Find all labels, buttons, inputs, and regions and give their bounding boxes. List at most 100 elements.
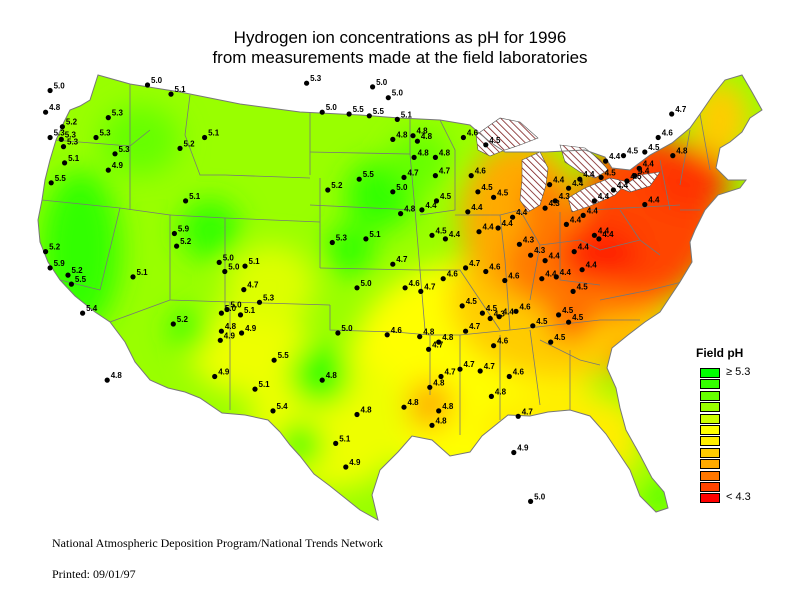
- site-dot: [144, 82, 151, 88]
- legend-item: [700, 447, 780, 459]
- site-dot: [93, 134, 99, 141]
- site-dot: [442, 236, 448, 242]
- site-marker: 4.8: [411, 148, 430, 160]
- site-marker: 4.5: [433, 192, 452, 204]
- site-marker: 4.4: [465, 203, 483, 215]
- site-ph-label: 5.0: [396, 183, 408, 192]
- site-dot: [104, 377, 110, 383]
- site-dot: [105, 167, 111, 173]
- legend-swatch: [700, 493, 720, 504]
- site-ph-label: 4.5: [481, 183, 493, 192]
- site-ph-label: 5.0: [341, 324, 353, 333]
- site-ph-label: 4.8: [495, 387, 507, 396]
- site-dot: [491, 343, 497, 349]
- site-dot: [366, 113, 372, 119]
- site-ph-label: 5.2: [72, 266, 84, 275]
- legend-item: ≥ 5.3: [700, 366, 780, 379]
- site-marker: 5.0: [218, 304, 237, 316]
- site-ph-label: 5.1: [175, 85, 187, 94]
- site-dot: [80, 310, 86, 316]
- site-dot: [566, 319, 572, 325]
- site-dot: [43, 109, 49, 115]
- site-ph-label: 4.7: [408, 168, 420, 177]
- site-ph-label: 5.2: [177, 315, 189, 324]
- site-marker: 5.2: [174, 237, 192, 249]
- site-dot: [436, 408, 442, 414]
- site-ph-label: 5.0: [228, 263, 240, 272]
- site-marker: 4.8: [432, 148, 451, 160]
- site-ph-label: 4.6: [489, 263, 501, 272]
- site-dot: [325, 187, 331, 193]
- site-dot: [217, 337, 223, 343]
- site-marker: 4.7: [426, 340, 444, 352]
- site-marker: 4.7: [418, 282, 436, 294]
- site-ph-label: 5.3: [65, 130, 77, 139]
- legend-swatch: [700, 459, 720, 470]
- site-marker: 5.3: [256, 293, 275, 305]
- site-dot: [528, 252, 534, 258]
- site-dot: [603, 158, 609, 164]
- site-dot: [271, 357, 277, 363]
- site-dot: [459, 303, 465, 309]
- site-ph-label: 5.2: [331, 181, 343, 190]
- legend-swatch: [700, 402, 720, 413]
- site-dot: [491, 194, 497, 200]
- site-ph-label: 4.4: [598, 226, 610, 235]
- site-ph-label: 4.5: [486, 304, 498, 313]
- site-dot: [460, 134, 466, 141]
- site-marker: 4.5: [598, 168, 616, 180]
- site-dot: [335, 330, 341, 336]
- site-dot: [237, 312, 244, 318]
- site-ph-label: 4.7: [469, 322, 481, 331]
- site-marker: 4.3: [542, 199, 560, 211]
- site-ph-label: 4.9: [349, 458, 361, 467]
- site-marker: 4.5: [556, 306, 574, 318]
- site-ph-label: 4.6: [497, 337, 509, 346]
- site-ph-label: 5.2: [49, 243, 61, 252]
- site-ph-label: 4.5: [497, 188, 509, 197]
- site-dot: [542, 205, 548, 211]
- site-dot: [530, 323, 536, 329]
- site-dot: [354, 285, 360, 291]
- site-ph-label: 4.8: [418, 148, 430, 157]
- site-ph-label: 5.3: [310, 74, 322, 83]
- site-dot: [547, 182, 553, 188]
- site-marker: 5.2: [65, 266, 83, 278]
- site-ph-label: 5.3: [112, 109, 124, 118]
- site-ph-label: 4.9: [224, 331, 236, 340]
- site-marker: 5.4: [80, 304, 98, 316]
- site-dot: [333, 440, 339, 446]
- site-marker: 5.1: [394, 110, 412, 122]
- site-marker: 4.9: [105, 161, 124, 173]
- site-ph-label: 4.4: [425, 201, 437, 210]
- site-ph-label: 4.7: [469, 259, 481, 268]
- site-ph-label: 4.5: [577, 282, 589, 291]
- site-ph-label: 4.9: [112, 161, 124, 170]
- site-marker: 4.7: [401, 168, 419, 180]
- site-marker: 4.4: [495, 219, 513, 231]
- site-dot: [429, 232, 435, 238]
- site-marker: 5.0: [335, 324, 353, 336]
- site-marker: 4.6: [655, 129, 673, 141]
- site-dot: [528, 498, 534, 504]
- site-marker: 4.8: [414, 132, 433, 144]
- site-dot: [427, 384, 433, 390]
- site-ph-label: 5.5: [353, 105, 365, 114]
- site-dot: [636, 165, 642, 171]
- site-dot: [239, 330, 245, 336]
- site-dot: [319, 377, 325, 383]
- site-marker: 4.4: [636, 159, 654, 171]
- site-ph-label: 5.0: [223, 253, 235, 262]
- site-dot: [506, 373, 512, 380]
- site-marker: 4.3: [487, 310, 505, 322]
- site-marker: 5.5: [366, 107, 385, 119]
- site-marker: 4.6: [506, 368, 524, 380]
- site-marker: 4.8: [319, 371, 337, 383]
- printed-date: Printed: 09/01/97: [52, 567, 136, 581]
- site-dot: [59, 124, 65, 130]
- site-ph-label: 4.6: [520, 302, 532, 311]
- site-dot: [515, 413, 521, 419]
- site-ph-label: 5.1: [68, 154, 80, 163]
- site-marker: 4.4: [542, 252, 560, 264]
- site-ph-label: 5.5: [373, 107, 385, 116]
